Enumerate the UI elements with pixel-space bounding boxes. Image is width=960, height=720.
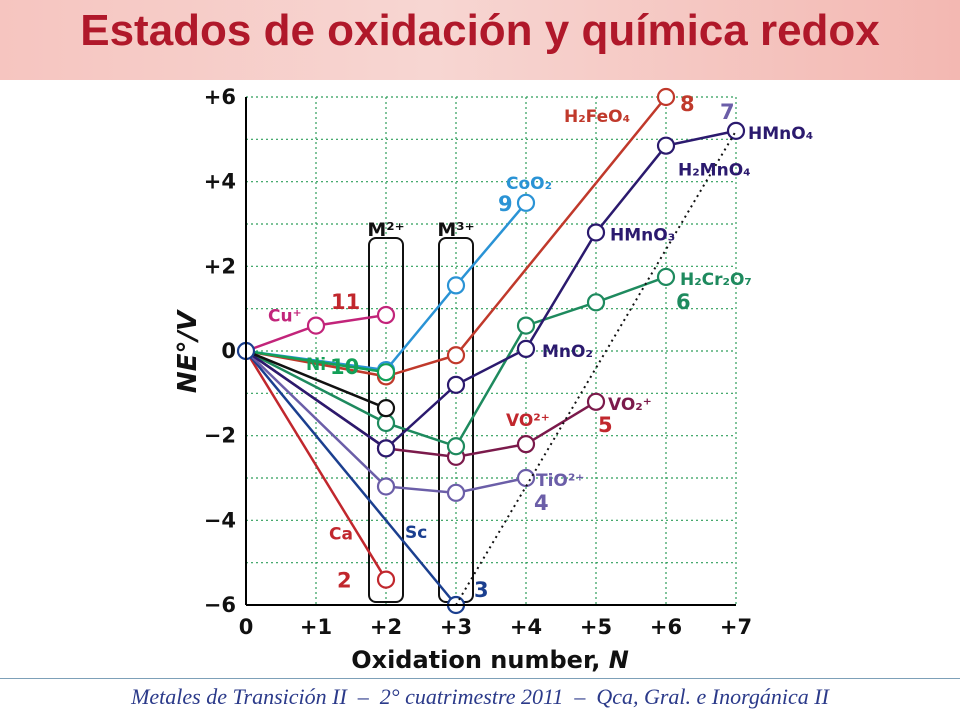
x-tick-label: +4 (510, 615, 542, 639)
series-number: 7 (720, 100, 735, 124)
data-point (376, 570, 396, 589)
data-point (586, 293, 606, 312)
data-point (306, 316, 326, 335)
oxidation-box-label: M³⁺ (437, 219, 474, 241)
series-name: MnO₂ (542, 342, 593, 362)
series-line (245, 349, 387, 410)
page-title: Estados de oxidación y química redox (80, 6, 880, 55)
data-point (516, 468, 536, 488)
y-tick-label: −2 (204, 424, 236, 448)
x-tick-label: 0 (239, 615, 254, 639)
data-point (516, 339, 536, 358)
series-number: 3 (474, 578, 489, 602)
data-point (376, 305, 396, 325)
data-point (516, 193, 536, 212)
x-tick-label: +2 (370, 615, 402, 639)
series-name: Ca (329, 525, 353, 545)
data-point (446, 375, 466, 394)
y-tick-label: −4 (204, 508, 236, 532)
data-point (446, 276, 466, 295)
series-line (245, 96, 667, 378)
data-point (446, 346, 466, 365)
y-tick-label: −6 (204, 593, 236, 617)
series-line (245, 349, 387, 374)
data-point (376, 477, 396, 496)
x-axis-title: Oxidation number, N (351, 646, 629, 674)
data-point (446, 483, 466, 502)
series-name: Sc (405, 523, 427, 543)
data-point (656, 87, 676, 107)
series-number: 4 (534, 491, 549, 515)
series-number: 6 (676, 290, 691, 314)
series-line (245, 350, 457, 606)
y-axis-title: NE°/V (173, 309, 203, 393)
series-name: Ni (306, 355, 326, 375)
series-name: Cu⁺ (268, 307, 302, 327)
series-number: 2 (337, 569, 352, 593)
series-name: CoO₂ (506, 174, 552, 194)
x-tick-label: +3 (440, 615, 472, 639)
series-name-4: HMnO₄ (748, 124, 813, 144)
series-number: 9 (498, 192, 513, 216)
oxidation-box-label: M²⁺ (367, 219, 404, 241)
data-point (656, 267, 676, 287)
series-lines (236, 87, 746, 615)
title-bar (0, 0, 960, 80)
series-line (245, 350, 527, 495)
footer-text: Metales de Transición II – 2° cuatrimest… (131, 684, 829, 709)
data-point (376, 363, 396, 382)
data-point (446, 437, 466, 456)
data-point (376, 413, 396, 433)
series-number: 8 (680, 92, 695, 116)
series-name-2: HMnO₃ (610, 225, 675, 245)
series-name-2: VO₂⁺ (608, 395, 652, 415)
series-name: H₂FeO₄ (564, 107, 630, 127)
axes: 0 +1 +2 +3 +4 +5 +6 +7 +6 +4 +2 0 −2 −4 −6 Oxidation nu… (173, 85, 752, 674)
x-tick-label: +7 (720, 615, 752, 639)
x-tick-label: +1 (300, 615, 332, 639)
series-number: 11 (331, 290, 360, 314)
series-name: TiO²⁺ (536, 471, 584, 491)
series-number: 10 (330, 355, 359, 379)
data-point (516, 316, 536, 335)
series-name-3: H₂MnO₄ (678, 161, 751, 181)
data-point (376, 439, 396, 458)
series-line (245, 129, 737, 450)
y-tick-label: +6 (204, 85, 236, 109)
series-name: VO²⁺ (506, 411, 550, 431)
series-name: H₂Cr₂O₇ (680, 270, 752, 290)
data-point (586, 223, 606, 242)
y-tick-label: +4 (204, 170, 236, 194)
grid (246, 96, 737, 605)
data-point (656, 136, 676, 155)
y-tick-label: +2 (204, 254, 236, 278)
data-point (516, 435, 536, 454)
oxidation-box (368, 237, 404, 603)
series-number: 5 (598, 413, 613, 437)
series-line (244, 350, 388, 581)
x-tick-label: +6 (650, 615, 682, 639)
series-line (455, 130, 737, 606)
data-point (726, 121, 746, 140)
y-tick-label: 0 (221, 339, 236, 363)
data-point (586, 392, 606, 411)
x-tick-label: +5 (580, 615, 612, 639)
series-line (245, 275, 667, 448)
data-point (376, 399, 396, 418)
footer-divider (0, 678, 960, 679)
